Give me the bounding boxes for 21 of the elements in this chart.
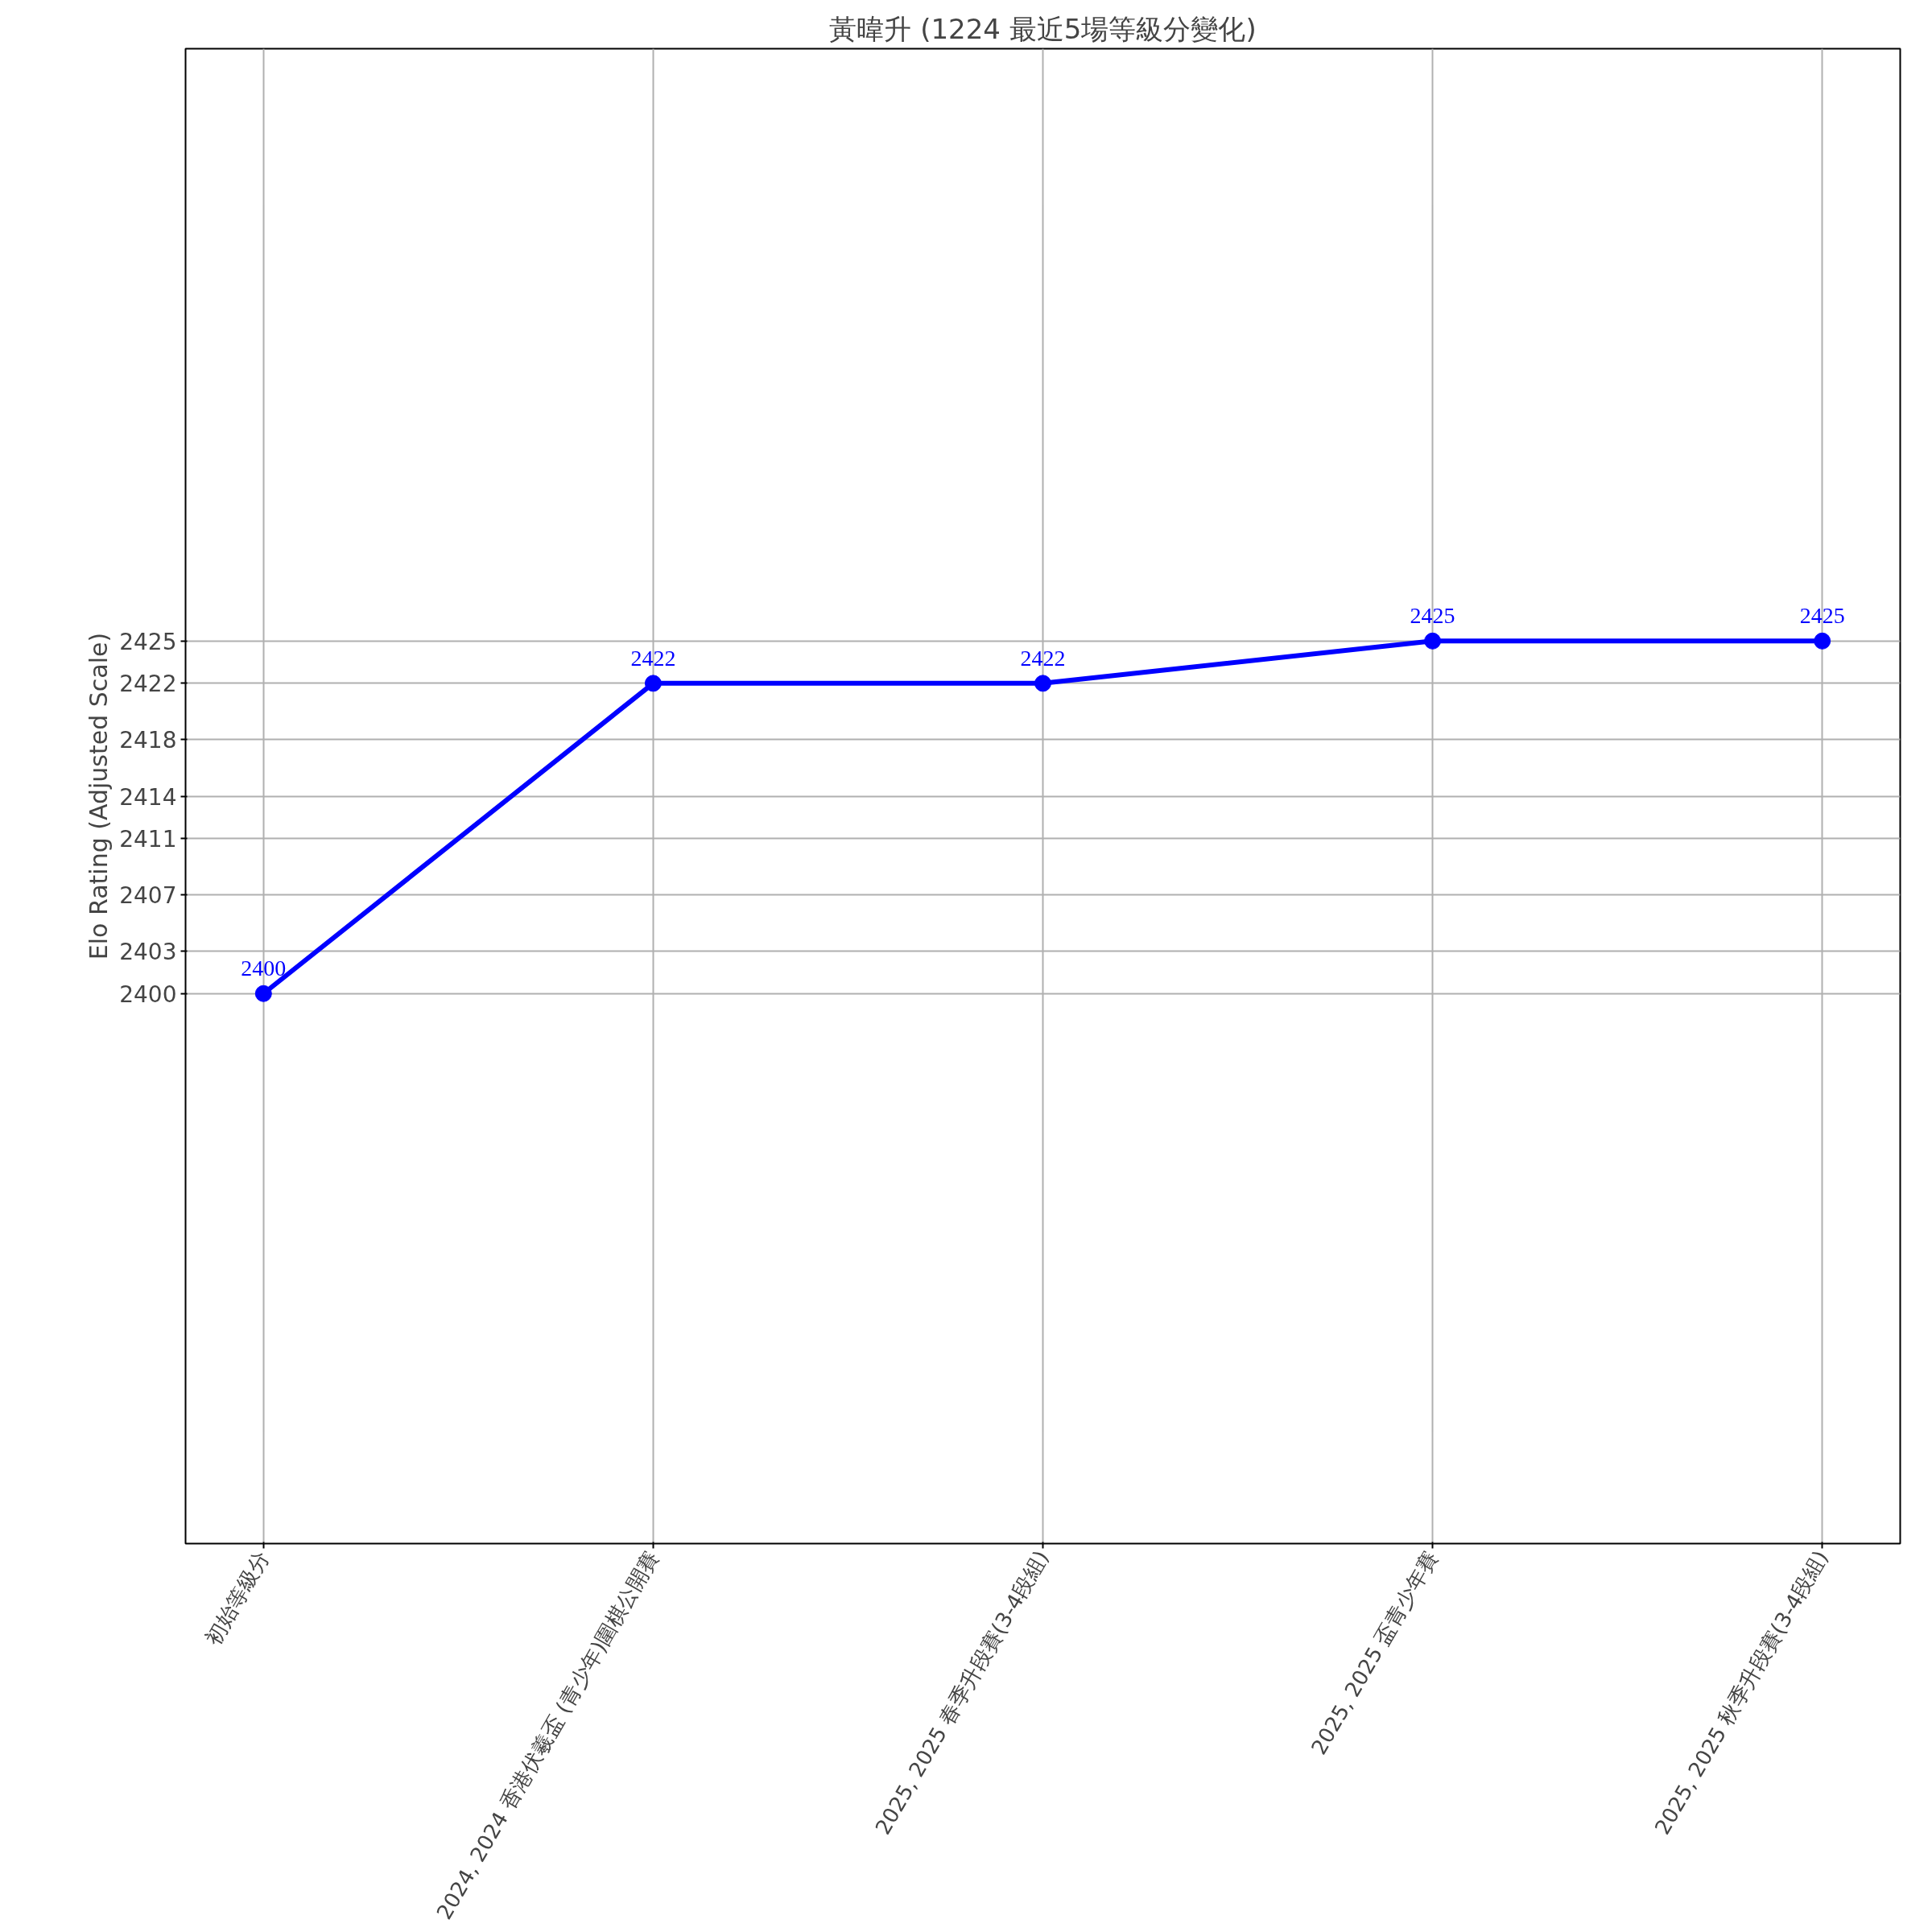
y-tick-label: 2422	[119, 671, 177, 698]
y-tick-label: 2400	[119, 980, 177, 1008]
point	[1034, 675, 1051, 692]
y-tick-label: 2407	[119, 882, 177, 910]
y-axis-title: Elo Rating (Adjusted Scale)	[85, 632, 114, 960]
point	[254, 985, 272, 1002]
data-label: 2425	[1410, 603, 1455, 629]
y-tick-label: 2414	[119, 783, 177, 811]
y-tick-label: 2418	[119, 727, 177, 754]
data-label: 2422	[1020, 645, 1066, 671]
chart-title: 黃暐升 (1224 最近5場等級分變化)	[829, 12, 1257, 45]
y-tick-label: 2403	[119, 939, 177, 966]
data-label: 2422	[630, 645, 676, 671]
x-tick-label: 初始等級分	[200, 1546, 275, 1649]
y-tick-label: 2425	[119, 628, 177, 655]
data-label: 2425	[1799, 603, 1845, 629]
y-tick-label: 2411	[119, 826, 177, 853]
point	[1424, 632, 1442, 650]
point	[644, 675, 662, 692]
point	[1814, 632, 1831, 650]
data-label: 2400	[241, 956, 287, 981]
